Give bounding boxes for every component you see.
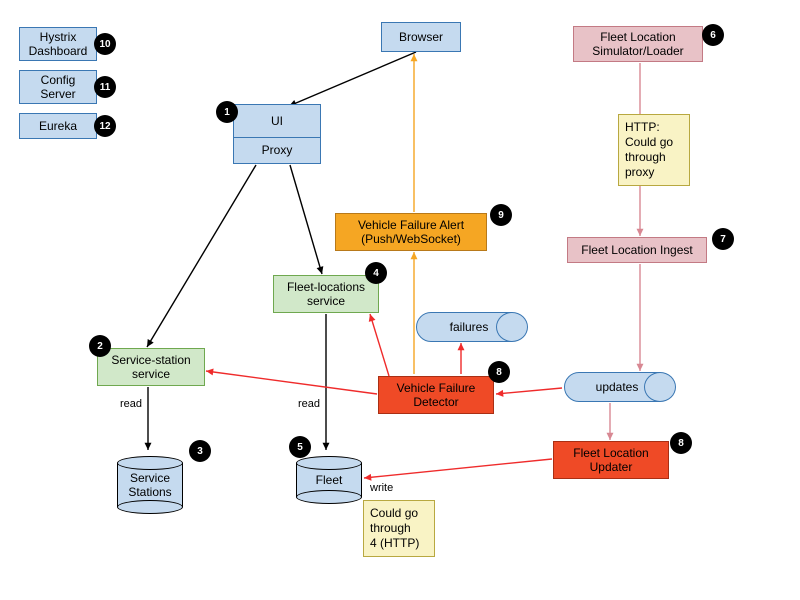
badge-12: 12 xyxy=(94,115,116,137)
fl-sim-label: Fleet Location Simulator/Loader xyxy=(592,30,683,59)
hystrix-box: Hystrix Dashboard xyxy=(19,27,97,61)
badge-7: 7 xyxy=(712,228,734,250)
hystrix-label: Hystrix Dashboard xyxy=(29,30,88,59)
write-label: write xyxy=(370,482,393,494)
updates-label: updates xyxy=(596,380,639,394)
badge-8b: 8 xyxy=(670,432,692,454)
config-label: Config Server xyxy=(40,73,75,102)
failures-queue: failures xyxy=(416,312,528,342)
ui-box: UI Proxy xyxy=(233,104,321,164)
badge-1: 1 xyxy=(216,101,238,123)
ui-label: UI xyxy=(271,114,283,128)
proxy-label: Proxy xyxy=(262,143,293,157)
badge-8a: 8 xyxy=(488,361,510,383)
sss-box: Service-station service xyxy=(97,348,205,386)
fls-label: Fleet-locations service xyxy=(287,280,365,309)
vfd-box: Vehicle Failure Detector xyxy=(378,376,494,414)
eureka-label: Eureka xyxy=(39,119,77,133)
badge-4: 4 xyxy=(365,262,387,284)
fl-ingest-label: Fleet Location Ingest xyxy=(581,243,692,257)
fl-sim-box: Fleet Location Simulator/Loader xyxy=(573,26,703,62)
badge-10: 10 xyxy=(94,33,116,55)
read2-label: read xyxy=(298,398,320,410)
svc-stations-label: Service Stations xyxy=(128,471,171,499)
badge-9: 9 xyxy=(490,204,512,226)
fleet-label: Fleet xyxy=(316,473,343,487)
browser-label: Browser xyxy=(399,30,443,44)
read1-label: read xyxy=(120,398,142,410)
fl-ingest-box: Fleet Location Ingest xyxy=(567,237,707,263)
badge-5: 5 xyxy=(289,436,311,458)
flu-box: Fleet Location Updater xyxy=(553,441,669,479)
flu-label: Fleet Location Updater xyxy=(573,446,648,475)
svc-stations-db: Service Stations xyxy=(117,456,183,514)
fls-box: Fleet-locations service xyxy=(273,275,379,313)
badge-3: 3 xyxy=(189,440,211,462)
config-box: Config Server xyxy=(19,70,97,104)
badge-6: 6 xyxy=(702,24,724,46)
browser-box: Browser xyxy=(381,22,461,52)
proxy-note: HTTP: Could go through proxy xyxy=(618,114,690,186)
updates-queue: updates xyxy=(564,372,676,402)
sss-label: Service-station service xyxy=(111,353,190,382)
fleet-db: Fleet xyxy=(296,456,362,504)
vfa-box: Vehicle Failure Alert (Push/WebSocket) xyxy=(335,213,487,251)
vfa-label: Vehicle Failure Alert (Push/WebSocket) xyxy=(358,218,464,247)
failures-label: failures xyxy=(450,320,489,334)
http4-note: Could go through 4 (HTTP) xyxy=(363,500,435,557)
vfd-label: Vehicle Failure Detector xyxy=(397,381,476,410)
eureka-box: Eureka xyxy=(19,113,97,139)
badge-11: 11 xyxy=(94,76,116,98)
badge-2: 2 xyxy=(89,335,111,357)
